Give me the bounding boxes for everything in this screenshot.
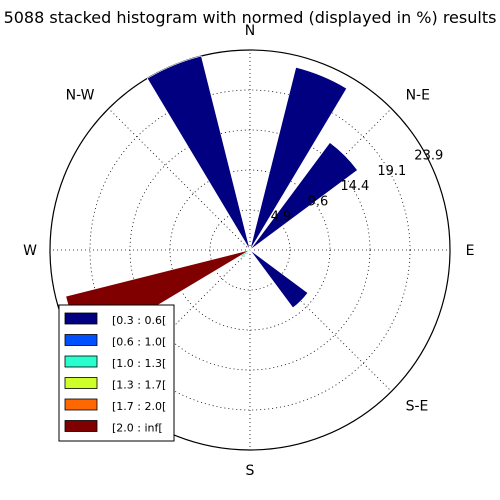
grid-spoke <box>108 249 251 392</box>
direction-label-s: S <box>246 463 255 479</box>
radial-tick-label: 23.9 <box>414 148 443 163</box>
legend-swatch <box>64 377 98 389</box>
sector-bars <box>65 55 358 348</box>
radial-tick-label: 14.4 <box>340 179 369 194</box>
radial-tick-label: 19.1 <box>377 164 406 179</box>
grid-spoke <box>249 249 392 392</box>
legend-label: [1.0 : 1.3[ <box>112 357 166 370</box>
polar-grid <box>49 49 451 451</box>
radial-tick-label: 4.9 <box>271 210 292 225</box>
direction-label-n: N <box>245 23 255 39</box>
legend-label: [1.3 : 1.7[ <box>112 379 166 392</box>
legend-box <box>58 304 175 442</box>
sector-bar-0-bin-0 <box>249 67 348 251</box>
legend-swatch <box>64 420 98 432</box>
chart-title: 5088 stacked histogram with normed (disp… <box>4 8 497 27</box>
legend-label: [0.3 : 0.6[ <box>112 314 166 327</box>
legend-swatch <box>64 334 98 346</box>
grid-spoke <box>108 108 251 251</box>
direction-label-w: W <box>23 243 37 259</box>
direction-label-n-w: N-W <box>66 87 95 103</box>
radial-tick-labels: 4.9 9.6 14.4 19.1 23.9 <box>271 148 444 224</box>
legend-swatch <box>64 355 98 368</box>
legend-swatch <box>64 398 98 411</box>
sector-bar-5-bin-0 <box>146 55 251 251</box>
direction-label-s-e: S-E <box>406 399 429 415</box>
direction-label-n-e: N-E <box>406 87 430 103</box>
legend: [0.3 : 0.6[ [0.6 : 1.0[ [1.0 : 1.3[ [1.3 : … <box>58 304 175 442</box>
legend-label: [2.0 : inf[ <box>112 422 163 435</box>
sector-bar-2-bin-0 <box>249 249 309 309</box>
outer-ring <box>49 49 451 451</box>
legend-label: [0.6 : 1.0[ <box>112 336 166 349</box>
radial-tick-label: 9.6 <box>308 194 329 209</box>
legend-swatch <box>64 312 98 325</box>
direction-label-e: E <box>466 243 475 259</box>
sector-bar-1-bin-0 <box>249 142 358 251</box>
legend-label: [1.7 : 2.0[ <box>112 400 166 413</box>
